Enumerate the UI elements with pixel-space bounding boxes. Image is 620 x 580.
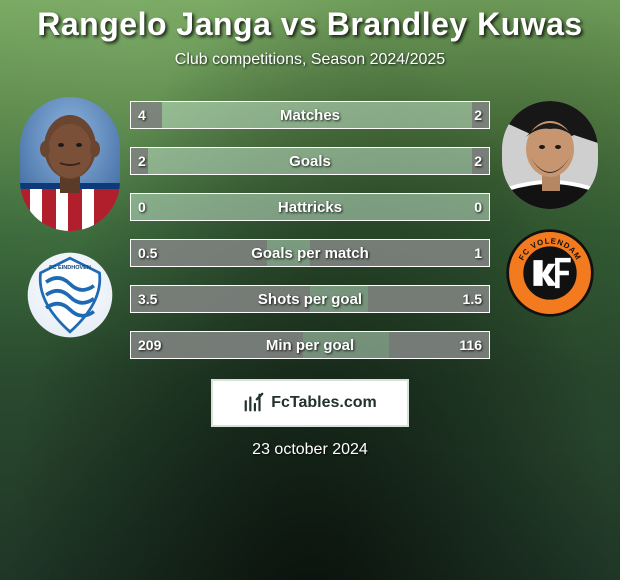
player-photo-right bbox=[502, 101, 598, 209]
stat-row: 42Matches bbox=[130, 101, 490, 129]
stat-label: Hattricks bbox=[130, 193, 490, 221]
stat-row: 3.51.5Shots per goal bbox=[130, 285, 490, 313]
comparison-card: Rangelo Janga vs Brandley Kuwas Club com… bbox=[0, 0, 620, 580]
svg-text:FC EINDHOVEN: FC EINDHOVEN bbox=[49, 265, 91, 271]
stat-label: Matches bbox=[130, 101, 490, 129]
content: Rangelo Janga vs Brandley Kuwas Club com… bbox=[0, 0, 620, 459]
page-title: Rangelo Janga vs Brandley Kuwas bbox=[37, 6, 582, 43]
date: 23 october 2024 bbox=[252, 441, 368, 459]
stat-label: Goals per match bbox=[130, 239, 490, 267]
stat-row: 22Goals bbox=[130, 147, 490, 175]
brand-badge: FcTables.com bbox=[211, 379, 409, 427]
stat-row: 209116Min per goal bbox=[130, 331, 490, 359]
brand-icon bbox=[243, 392, 265, 414]
left-side: FC EINDHOVEN bbox=[10, 97, 130, 341]
club-crest-left: FC EINDHOVEN bbox=[24, 249, 116, 341]
player-photo-left bbox=[20, 97, 120, 231]
stat-label: Goals bbox=[130, 147, 490, 175]
comparison-area: FC EINDHOVEN 42Matches 22Goals 00Hattricks… bbox=[0, 97, 620, 359]
stat-row: 0.51Goals per match bbox=[130, 239, 490, 267]
club-crest-right: FC VOLENDAM bbox=[504, 227, 596, 319]
subtitle: Club competitions, Season 2024/2025 bbox=[175, 51, 445, 69]
right-side: FC VOLENDAM bbox=[490, 97, 610, 319]
stat-label: Shots per goal bbox=[130, 285, 490, 313]
brand-text: FcTables.com bbox=[271, 394, 377, 412]
stats-bars: 42Matches 22Goals 00Hattricks 0.51Goals per… bbox=[130, 101, 490, 359]
stat-row: 00Hattricks bbox=[130, 193, 490, 221]
stat-label: Min per goal bbox=[130, 331, 490, 359]
